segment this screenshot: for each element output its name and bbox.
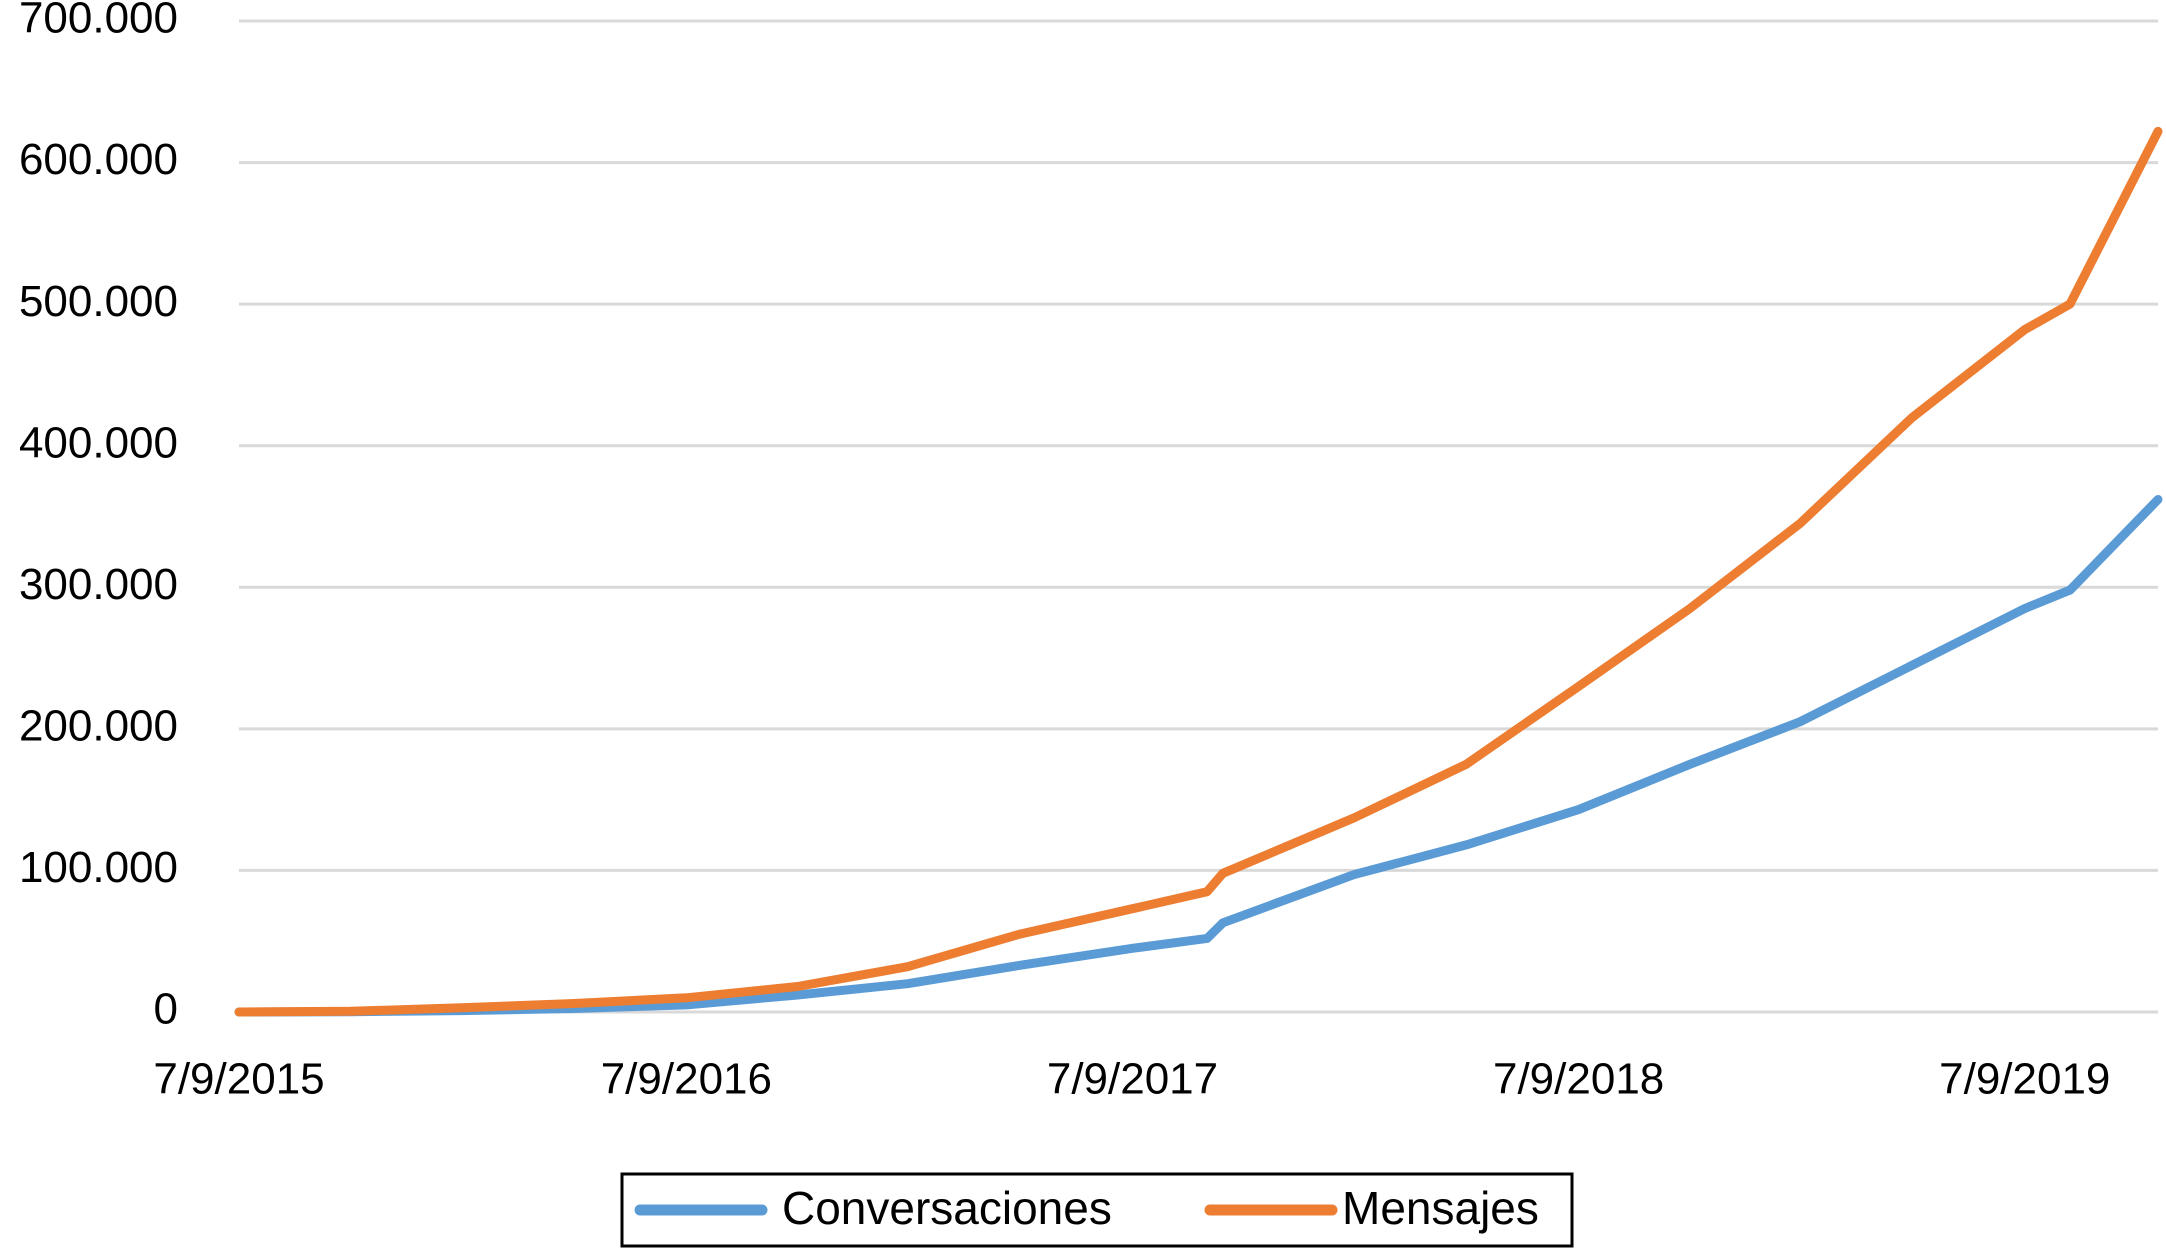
legend-label: Mensajes — [1342, 1182, 1539, 1234]
legend-label: Conversaciones — [782, 1182, 1112, 1234]
y-tick-label: 400.000 — [19, 418, 178, 467]
series-line — [234, 495, 2163, 1017]
x-tick-label: 7/9/2019 — [1939, 1055, 2110, 1104]
y-tick-label: 500.000 — [19, 277, 178, 326]
y-tick-label: 600.000 — [19, 135, 178, 184]
x-tick-label: 7/9/2018 — [1493, 1055, 1664, 1104]
y-tick-label: 0 — [154, 985, 178, 1034]
y-tick-label: 300.000 — [19, 560, 178, 609]
legend-box — [620, 1172, 1574, 1248]
y-tick-label: 200.000 — [19, 701, 178, 750]
x-tick-label: 7/9/2015 — [153, 1055, 324, 1104]
series-line — [234, 126, 2163, 1017]
x-tick-label: 7/9/2016 — [601, 1055, 772, 1104]
y-tick-label: 700.000 — [19, 0, 178, 43]
y-tick-label: 100.000 — [19, 843, 178, 892]
x-tick-label: 7/9/2017 — [1047, 1055, 1218, 1104]
